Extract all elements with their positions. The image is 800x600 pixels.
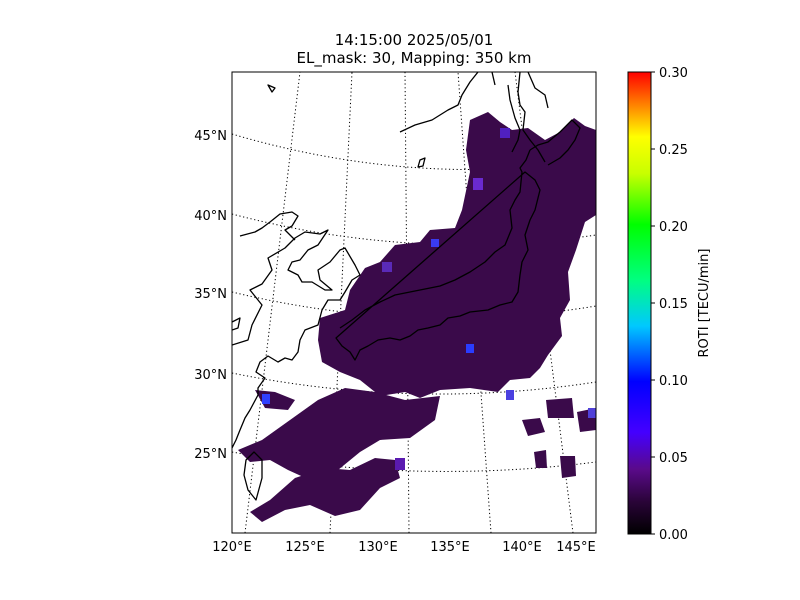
- lat-tick-label: 35°N: [194, 287, 227, 302]
- meridian-140: [457, 72, 492, 533]
- colorbar-ticks: 0.00 0.05 0.10 0.15 0.20 0.25 0.30: [651, 66, 688, 543]
- roti-cell-blue-4: [506, 390, 514, 400]
- coast-taiwan: [243, 451, 263, 501]
- roti-east-cluster-2: [546, 398, 574, 418]
- lon-tick-labels: 120°E 125°E 130°E 135°E 140°E 145°E: [212, 540, 596, 555]
- colorbar-tick-label: 0.20: [659, 220, 688, 235]
- colorbar-label: ROTI [TECU/min]: [697, 249, 712, 358]
- roti-cell-violet-3: [395, 458, 405, 470]
- map-panel: 120°E 125°E 130°E 135°E 140°E 145°E 25°N…: [194, 71, 597, 555]
- roti-cell-blue-2: [466, 344, 474, 353]
- parallel-35: [232, 291, 596, 319]
- map-title: 14:15:00 2025/05/01 EL_mask: 30, Mapping…: [232, 31, 596, 67]
- roti-highlights: [262, 128, 596, 470]
- roti-cell-violet-2: [382, 262, 392, 272]
- coast-china-korea: [232, 229, 361, 449]
- roti-cell-blue-3: [262, 394, 270, 404]
- coast-japan: [335, 119, 581, 361]
- parallel-25: [232, 451, 596, 472]
- roti-cell-violet-4: [500, 128, 510, 138]
- colorbar-tick-label: 0.00: [659, 528, 688, 543]
- colorbar-tick-label: 0.15: [659, 297, 688, 312]
- coast-small-1: [267, 84, 276, 93]
- lat-tick-label: 40°N: [194, 209, 227, 224]
- roti-ryukyu-band: [238, 388, 440, 480]
- coastlines: [232, 72, 581, 501]
- roti-cell-violet-1: [473, 178, 483, 190]
- lon-tick-label: 130°E: [358, 540, 398, 555]
- coast-russia: [399, 72, 549, 163]
- meridian-135: [404, 72, 410, 533]
- lon-tick-label: 135°E: [430, 540, 470, 555]
- roti-cell-blue-1: [431, 239, 439, 247]
- roti-east-cluster-5: [560, 456, 576, 478]
- lon-tick-label: 125°E: [285, 540, 325, 555]
- lat-tick-label: 45°N: [194, 129, 227, 144]
- colorbar-tick-label: 0.10: [659, 374, 688, 389]
- colorbar-gradient: [627, 71, 652, 535]
- colorbar-tick-label: 0.05: [659, 451, 688, 466]
- coast-hainan-top: [417, 157, 426, 168]
- colorbar: 0.00 0.05 0.10 0.15 0.20 0.25 0.30 ROTI [TECU/…: [627, 66, 712, 543]
- lat-tick-label: 30°N: [194, 368, 227, 383]
- lon-tick-label: 145°E: [556, 540, 596, 555]
- lon-tick-label: 120°E: [212, 540, 252, 555]
- meridian-125: [244, 72, 301, 533]
- lat-tick-labels: 25°N 30°N 35°N 40°N 45°N: [194, 129, 227, 462]
- colorbar-tick-label: 0.25: [659, 143, 688, 158]
- coast-china-north: [239, 211, 299, 241]
- parallel-40: [232, 213, 596, 246]
- roti-cell-blue-5: [588, 408, 596, 418]
- roti-main-japan: [318, 112, 596, 398]
- lon-tick-label: 140°E: [502, 540, 542, 555]
- colorbar-tick-label: 0.30: [659, 66, 688, 81]
- parallel-45: [232, 133, 596, 171]
- lat-tick-label: 25°N: [194, 447, 227, 462]
- coast-sakhalin: [491, 72, 521, 153]
- roti-east-cluster-4: [534, 450, 547, 468]
- title-settings: EL_mask: 30, Mapping: 350 km: [296, 49, 532, 67]
- roti-south-islands: [250, 458, 400, 522]
- roti-east-cluster-1: [522, 418, 545, 436]
- title-timestamp: 14:15:00 2025/05/01: [334, 31, 494, 49]
- map-frame: [231, 71, 597, 534]
